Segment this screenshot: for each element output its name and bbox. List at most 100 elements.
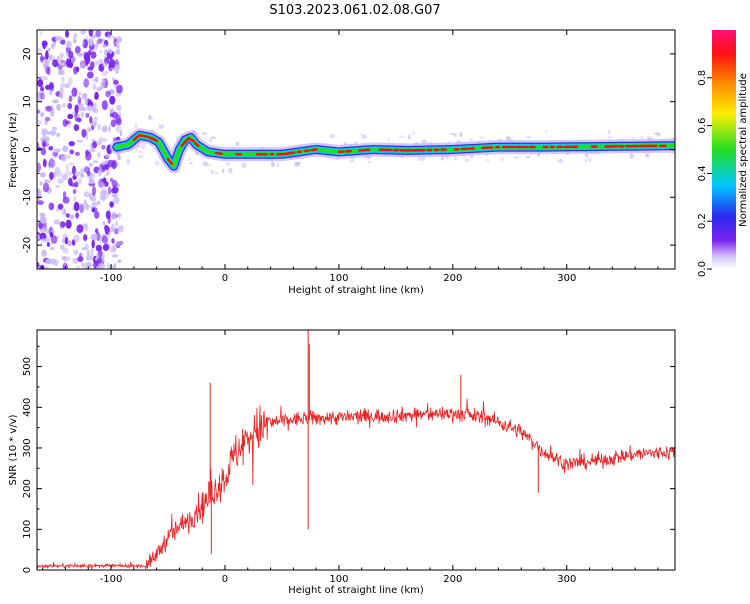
noise-blob xyxy=(105,160,108,164)
noise-blob xyxy=(53,161,57,165)
noise-blob xyxy=(109,124,111,132)
noise-blob xyxy=(92,207,95,212)
ytick-label: 0 xyxy=(22,567,33,573)
noise-blob xyxy=(68,121,71,129)
noise-blob xyxy=(48,55,52,59)
noise-speck xyxy=(211,137,217,139)
noise-speck xyxy=(202,132,207,135)
noise-speck xyxy=(368,161,371,164)
noise-blob xyxy=(101,145,105,150)
noise-blob xyxy=(115,49,120,54)
ridge-core xyxy=(141,135,146,136)
noise-speck xyxy=(657,133,660,137)
noise-blob xyxy=(59,93,63,99)
noise-blob xyxy=(112,77,115,81)
noise-speck xyxy=(417,157,420,161)
xtick-label: 100 xyxy=(329,273,348,284)
noise-blob xyxy=(49,83,53,90)
noise-speck xyxy=(277,163,279,167)
xtick-label: 0 xyxy=(222,574,228,585)
colorbar-label: Normalized spectral amplitude xyxy=(738,73,749,227)
noise-speck xyxy=(464,159,469,162)
noise-blob xyxy=(45,259,52,265)
ytick-label: 0 xyxy=(22,146,33,152)
noise-blob xyxy=(115,220,117,227)
noise-blob xyxy=(105,91,111,98)
xtick-label: 300 xyxy=(557,574,576,585)
snr-background xyxy=(37,330,675,570)
noise-speck xyxy=(485,159,490,162)
noise-blob xyxy=(64,258,66,265)
noise-blob xyxy=(67,103,72,109)
noise-blob xyxy=(61,76,65,82)
noise-blob xyxy=(62,145,68,152)
noise-blob xyxy=(101,255,104,263)
noise-blob xyxy=(102,71,108,77)
noise-speck xyxy=(501,158,504,161)
noise-blob xyxy=(81,93,86,99)
noise-blob xyxy=(69,95,73,102)
noise-speck xyxy=(210,170,213,174)
noise-blob xyxy=(90,197,97,201)
noise-blob xyxy=(92,186,96,196)
noise-speck xyxy=(126,159,130,164)
noise-speck xyxy=(188,158,191,161)
noise-blob xyxy=(48,146,53,151)
noise-blob xyxy=(96,245,102,252)
noise-speck xyxy=(585,158,587,164)
noise-blob xyxy=(69,149,74,154)
noise-blob xyxy=(76,224,83,233)
noise-speck xyxy=(134,124,137,128)
noise-blob xyxy=(115,70,119,73)
noise-blob xyxy=(52,99,59,103)
noise-blob xyxy=(89,27,94,37)
noise-speck xyxy=(294,162,300,167)
noise-blob xyxy=(87,72,94,79)
noise-speck xyxy=(140,144,146,150)
noise-speck xyxy=(330,134,335,139)
noise-blob xyxy=(89,162,94,167)
noise-blob xyxy=(75,152,80,156)
noise-blob xyxy=(82,40,84,45)
snr-xlabel: Height of straight line (km) xyxy=(288,585,424,596)
noise-speck xyxy=(459,132,462,137)
noise-blob xyxy=(78,103,84,106)
noise-blob xyxy=(81,112,85,117)
noise-blob xyxy=(74,202,80,212)
noise-speck xyxy=(526,156,530,158)
noise-blob xyxy=(85,165,88,173)
noise-speck xyxy=(453,133,457,137)
noise-blob xyxy=(42,129,48,135)
noise-speck xyxy=(412,132,415,136)
noise-speck xyxy=(138,155,144,158)
noise-blob xyxy=(44,59,50,67)
noise-blob xyxy=(98,170,102,177)
noise-blob xyxy=(39,265,44,272)
noise-blob xyxy=(102,100,108,110)
noise-blob xyxy=(61,155,66,161)
noise-blob xyxy=(109,96,115,105)
noise-blob xyxy=(108,48,112,54)
noise-blob xyxy=(81,262,85,267)
xtick-label: 0 xyxy=(222,273,228,284)
spectrogram-xlabel: Height of straight line (km) xyxy=(288,285,424,296)
noise-blob xyxy=(95,228,98,234)
noise-blob xyxy=(85,55,91,65)
noise-speck xyxy=(158,124,164,129)
noise-blob xyxy=(41,238,47,242)
noise-speck xyxy=(399,135,404,137)
noise-blob xyxy=(92,173,96,179)
noise-speck xyxy=(640,136,644,138)
noise-blob xyxy=(111,188,116,194)
noise-speck xyxy=(387,138,390,142)
noise-blob xyxy=(82,107,86,111)
noise-blob xyxy=(100,50,102,53)
noise-blob xyxy=(40,87,44,92)
noise-blob xyxy=(68,77,73,84)
noise-blob xyxy=(57,179,63,184)
noise-blob xyxy=(41,250,47,257)
noise-blob xyxy=(102,126,108,133)
colorbar-tick-label: 0.6 xyxy=(697,118,708,134)
noise-blob xyxy=(40,31,42,36)
